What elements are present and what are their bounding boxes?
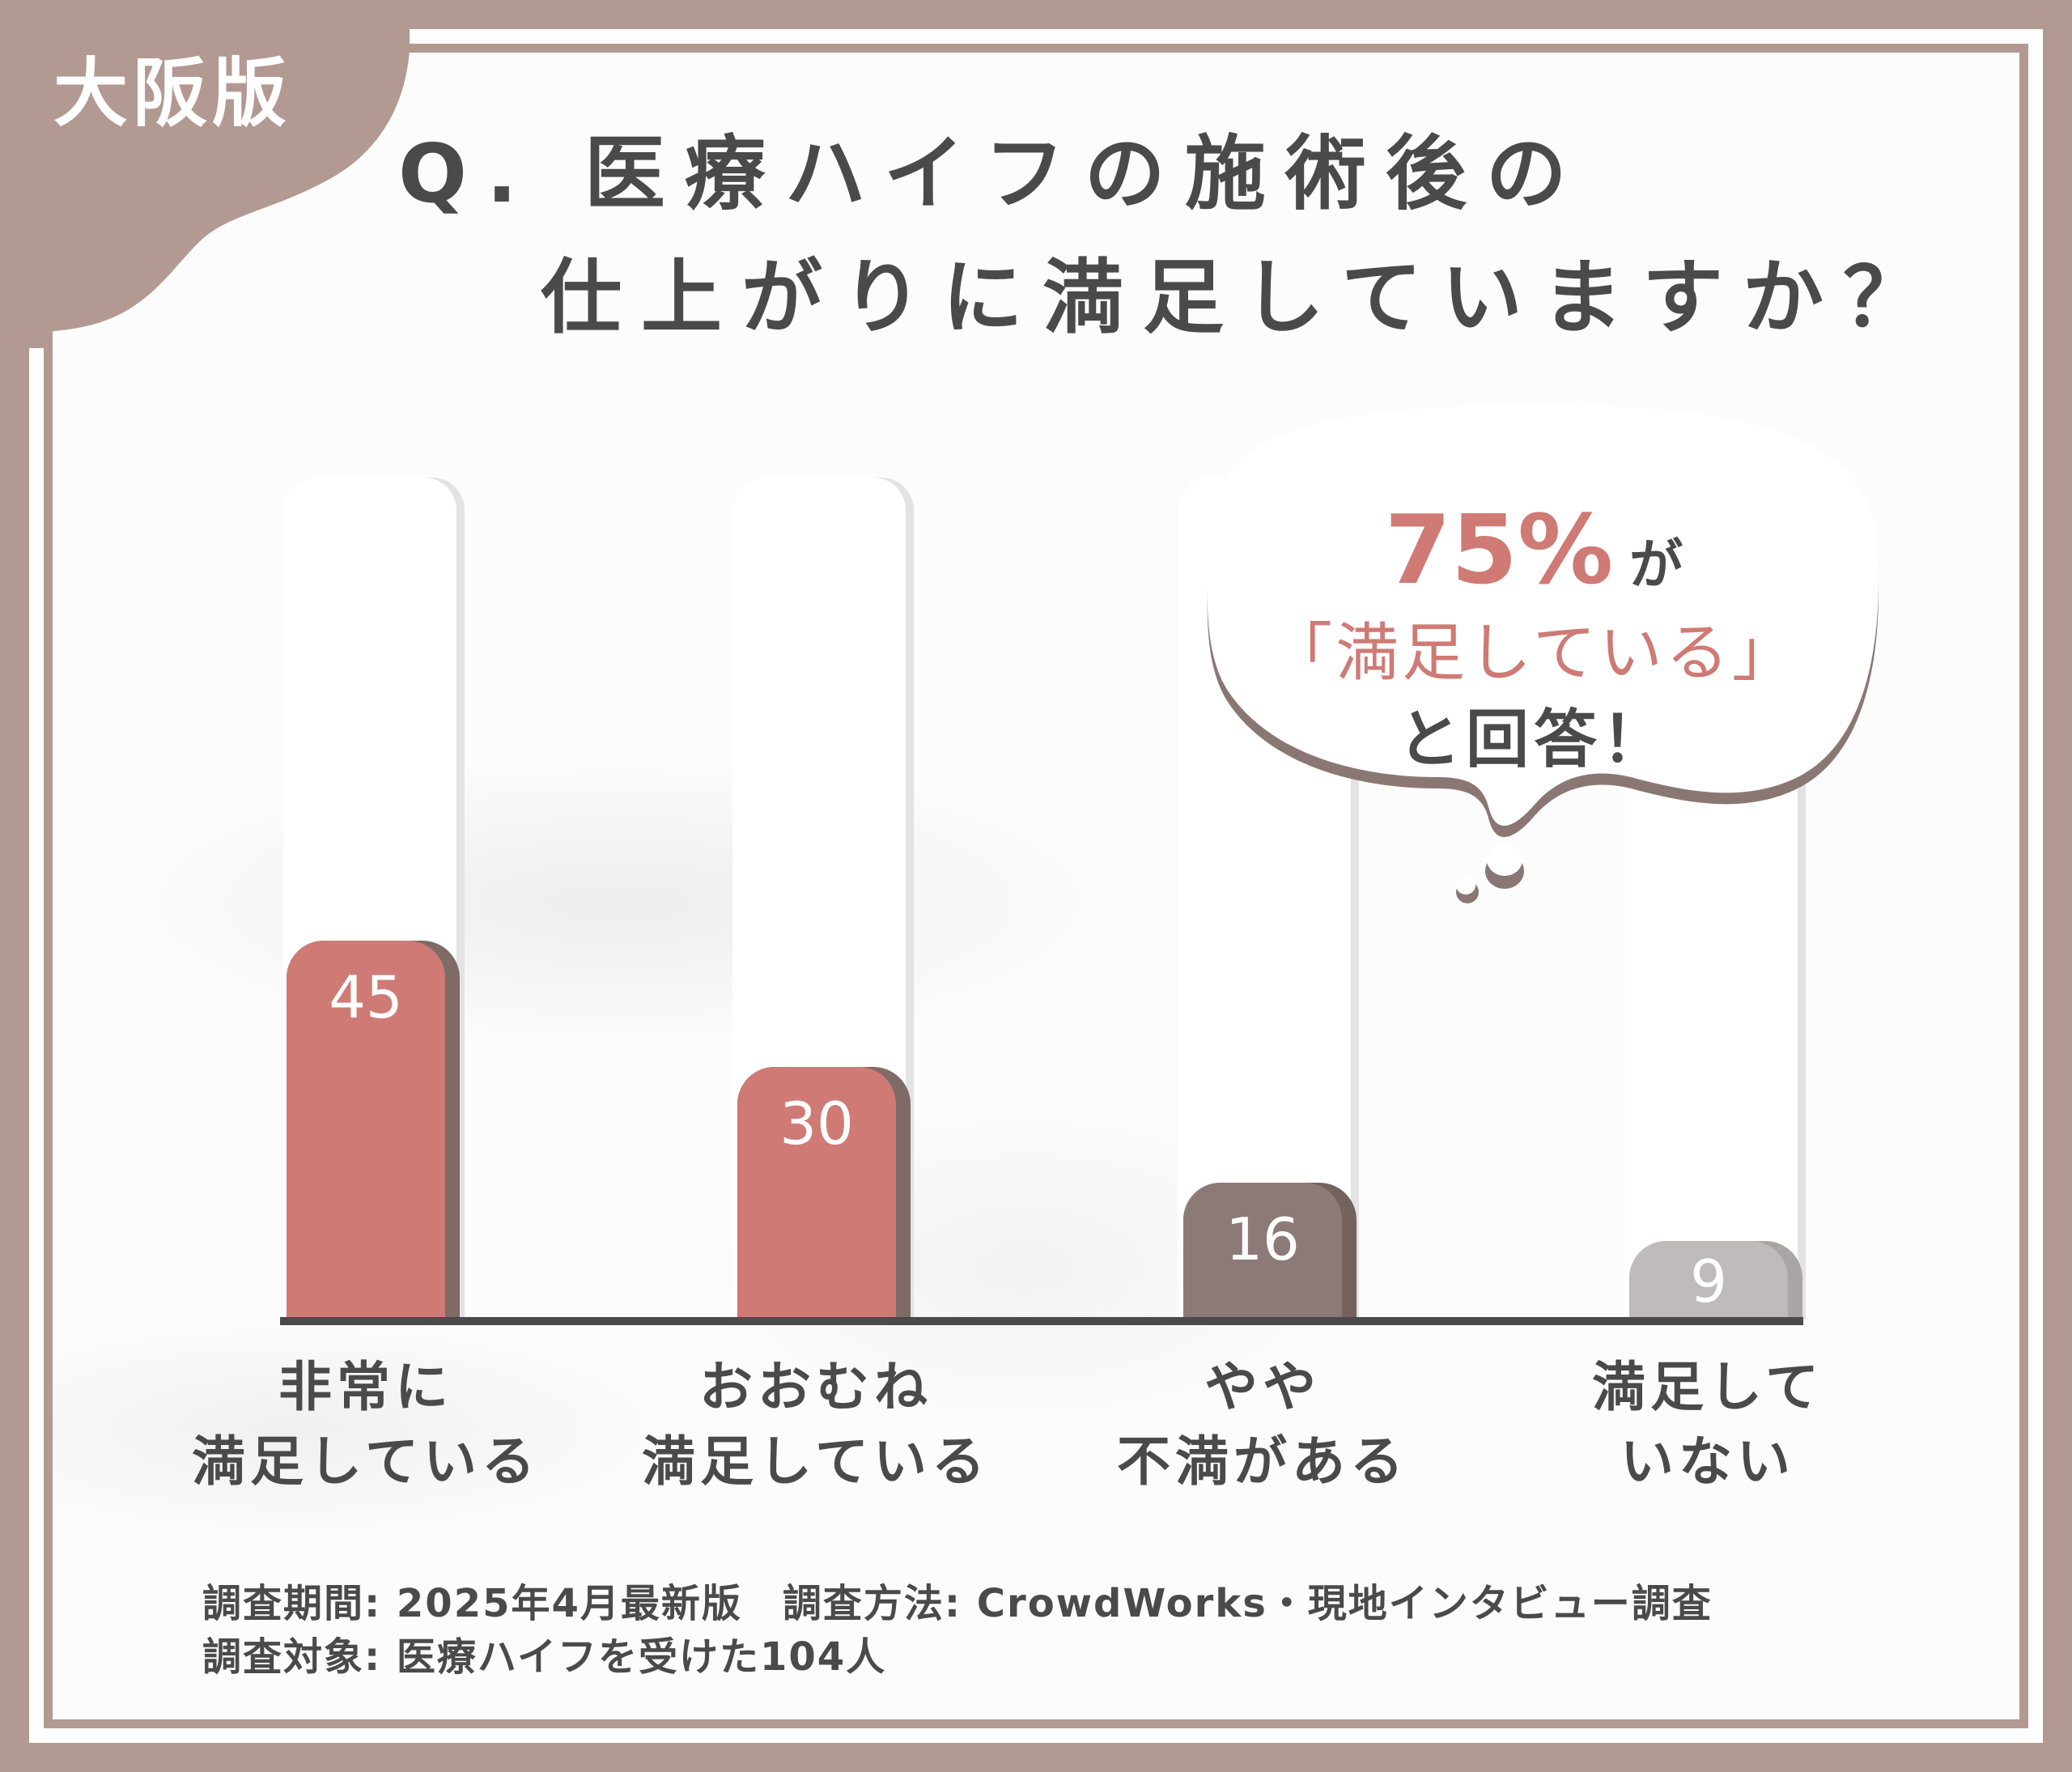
callout-suffix: と回答！	[1397, 703, 1670, 776]
bar-value: 45	[329, 963, 403, 1031]
category-label-line: いない	[1620, 1430, 1795, 1493]
category-label-line: 満足している	[641, 1430, 991, 1493]
bar-not-satisfied: 9	[1629, 1241, 1788, 1319]
callout-percent: 75%	[1384, 494, 1614, 606]
bar-value: 30	[779, 1090, 854, 1158]
category-label-line: やや	[1204, 1356, 1321, 1418]
callout-headline: 75% が	[1182, 502, 1886, 597]
callout-quote: 「満足している」	[1269, 617, 1798, 690]
category-label-2: おおむね 満足している	[605, 1350, 1026, 1499]
bar-somewhat-dissatisfied: 16	[1183, 1183, 1342, 1319]
category-label-3: やや 不満がある	[1052, 1350, 1473, 1499]
region-badge-label: 大阪版	[53, 50, 292, 137]
bar-value: 9	[1690, 1247, 1727, 1315]
question-title-line1: Q. 医療ハイフの施術後の	[398, 126, 1586, 221]
bar-very-satisfied: 45	[287, 941, 445, 1319]
category-label-line: 不満がある	[1117, 1430, 1408, 1493]
callout-particle: が	[1629, 533, 1684, 596]
survey-note-target: 調査対象: 医療ハイフを受けた104人	[202, 1634, 887, 1680]
bar-value: 16	[1225, 1205, 1300, 1273]
bar-mostly-satisfied: 30	[737, 1067, 896, 1319]
inner-frame-border	[44, 44, 2028, 1728]
category-label-line: おおむね	[699, 1356, 932, 1418]
region-badge-shape	[0, 0, 453, 348]
question-title-line2: 仕上がりに満足していますか？	[541, 250, 1943, 345]
category-label-line: 非常に	[278, 1356, 453, 1418]
survey-notes: 調査期間: 2025年4月最新版 調査方法: CrowdWorks・現地インタビ…	[202, 1577, 1713, 1684]
callout-bubble	[1207, 405, 1879, 903]
category-label-1: 非常に 満足している	[155, 1350, 576, 1499]
x-axis-baseline	[280, 1317, 1803, 1325]
category-label-line: 満足して	[1591, 1356, 1824, 1418]
category-label-4: 満足して いない	[1497, 1350, 1918, 1499]
survey-note-period-method: 調査期間: 2025年4月最新版 調査方法: CrowdWorks・現地インタビ…	[202, 1581, 1713, 1626]
category-label-line: 満足している	[191, 1430, 541, 1493]
